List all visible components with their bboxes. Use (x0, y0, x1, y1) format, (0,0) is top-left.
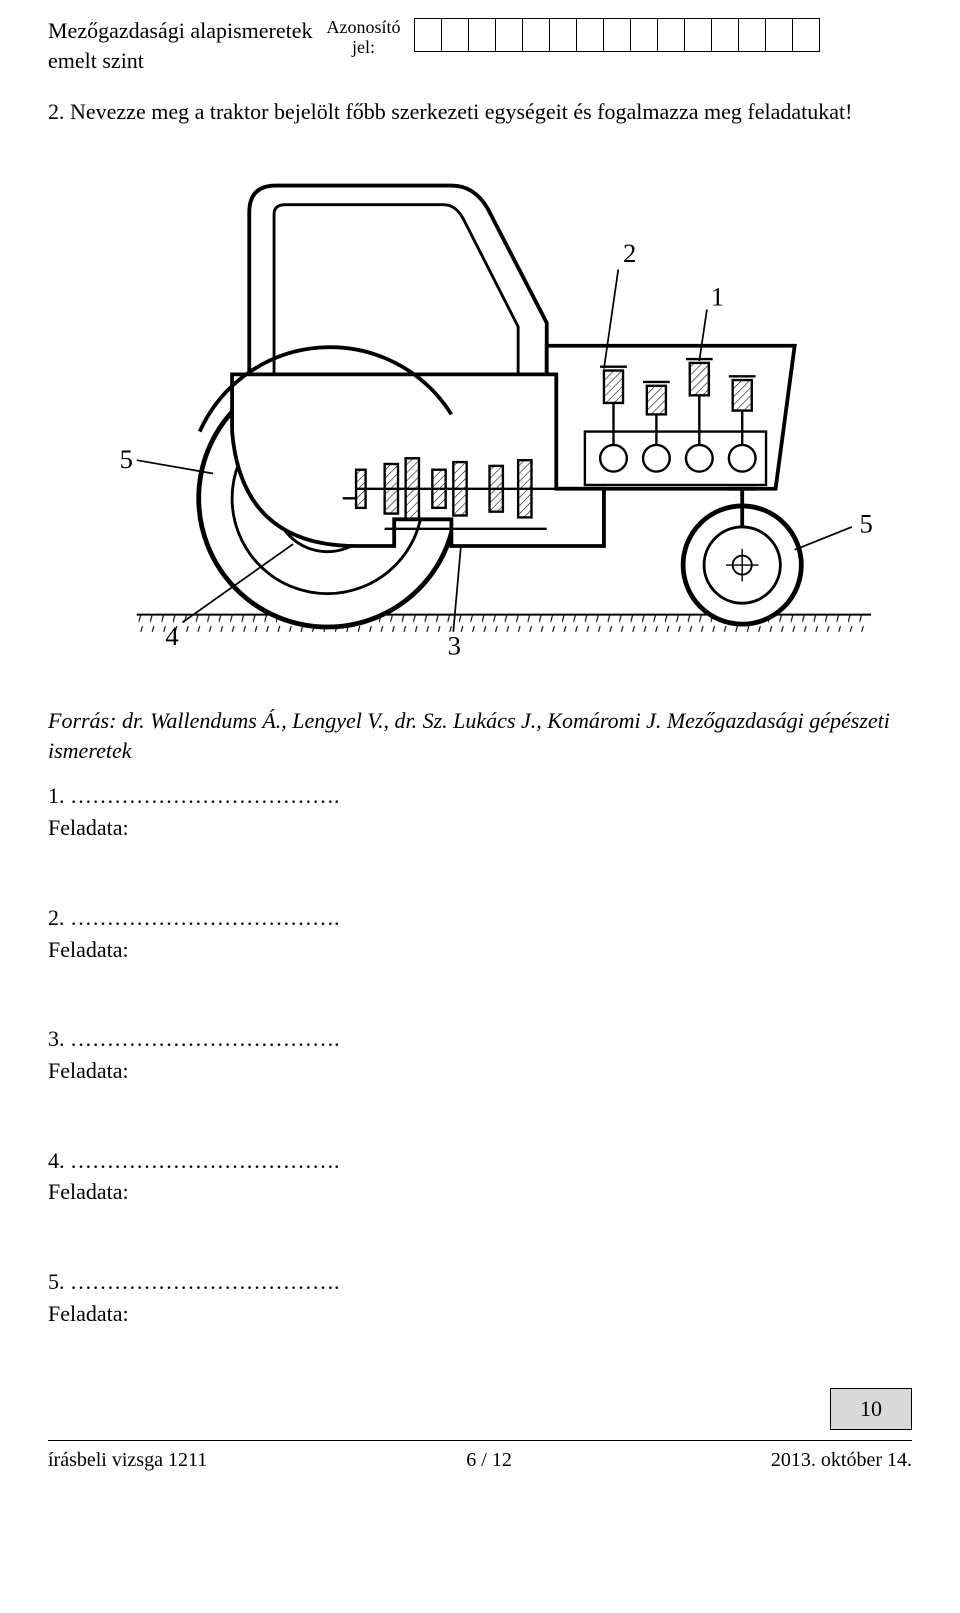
tractor-diagram: 2 1 5 5 4 3 (48, 145, 912, 680)
id-cell[interactable] (414, 18, 442, 52)
answer-name-line[interactable]: 3. ………………………………. (48, 1024, 912, 1054)
id-cell[interactable] (468, 18, 496, 52)
id-cell[interactable] (522, 18, 550, 52)
answer-block: 5. ……………………………….Feladata: (48, 1267, 912, 1328)
page-header: Mezőgazdasági alapismeretek emelt szint … (48, 16, 912, 75)
id-cell[interactable] (738, 18, 766, 52)
id-cell[interactable] (684, 18, 712, 52)
id-cell[interactable] (495, 18, 523, 52)
id-cell[interactable] (549, 18, 577, 52)
answer-name-line[interactable]: 2. ………………………………. (48, 903, 912, 933)
id-label: Azonosító jel: (326, 16, 400, 58)
callout-1: 1 (711, 282, 724, 312)
id-cell[interactable] (792, 18, 820, 52)
answer-block: 3. ……………………………….Feladata: (48, 1024, 912, 1085)
exam-level: emelt szint (48, 46, 312, 76)
answer-name-line[interactable]: 1. ………………………………. (48, 781, 912, 811)
page-footer: írásbeli vizsga 1211 6 / 12 2013. októbe… (48, 1447, 912, 1474)
answer-name-line[interactable]: 4. ………………………………. (48, 1146, 912, 1176)
answer-name-line[interactable]: 5. ………………………………. (48, 1267, 912, 1297)
question-text: 2. Nevezze meg a traktor bejelölt főbb s… (48, 97, 912, 127)
answer-task-label: Feladata: (48, 1299, 912, 1329)
answer-block: 2. ……………………………….Feladata: (48, 903, 912, 964)
answer-task-label: Feladata: (48, 935, 912, 965)
id-label-line2: jel: (326, 38, 400, 58)
callout-5-right: 5 (859, 509, 872, 539)
callout-5-left: 5 (120, 444, 133, 474)
id-cell[interactable] (576, 18, 604, 52)
points-value: 10 (860, 1394, 882, 1424)
footer-rule (48, 1440, 912, 1441)
callout-4: 4 (165, 621, 178, 651)
figure-source: Forrás: dr. Wallendums Á., Lengyel V., d… (48, 706, 912, 765)
answer-task-label: Feladata: (48, 813, 912, 843)
footer-center: 6 / 12 (466, 1447, 512, 1474)
footer-left: írásbeli vizsga 1211 (48, 1447, 207, 1474)
id-cell[interactable] (657, 18, 685, 52)
id-grid (414, 18, 820, 52)
id-cell[interactable] (630, 18, 658, 52)
points-box: 10 (830, 1388, 912, 1430)
callout-2: 2 (623, 238, 636, 268)
id-cell[interactable] (765, 18, 793, 52)
footer-right: 2013. október 14. (771, 1447, 912, 1474)
answer-block: 4. ……………………………….Feladata: (48, 1146, 912, 1207)
id-cell[interactable] (711, 18, 739, 52)
callout-3: 3 (448, 631, 461, 661)
answer-block: 1. ……………………………….Feladata: (48, 781, 912, 842)
answer-task-label: Feladata: (48, 1056, 912, 1086)
subject-title: Mezőgazdasági alapismeretek (48, 16, 312, 46)
id-cell[interactable] (441, 18, 469, 52)
answer-task-label: Feladata: (48, 1177, 912, 1207)
id-cell[interactable] (603, 18, 631, 52)
id-label-line1: Azonosító (326, 18, 400, 38)
header-left: Mezőgazdasági alapismeretek emelt szint (48, 16, 312, 75)
